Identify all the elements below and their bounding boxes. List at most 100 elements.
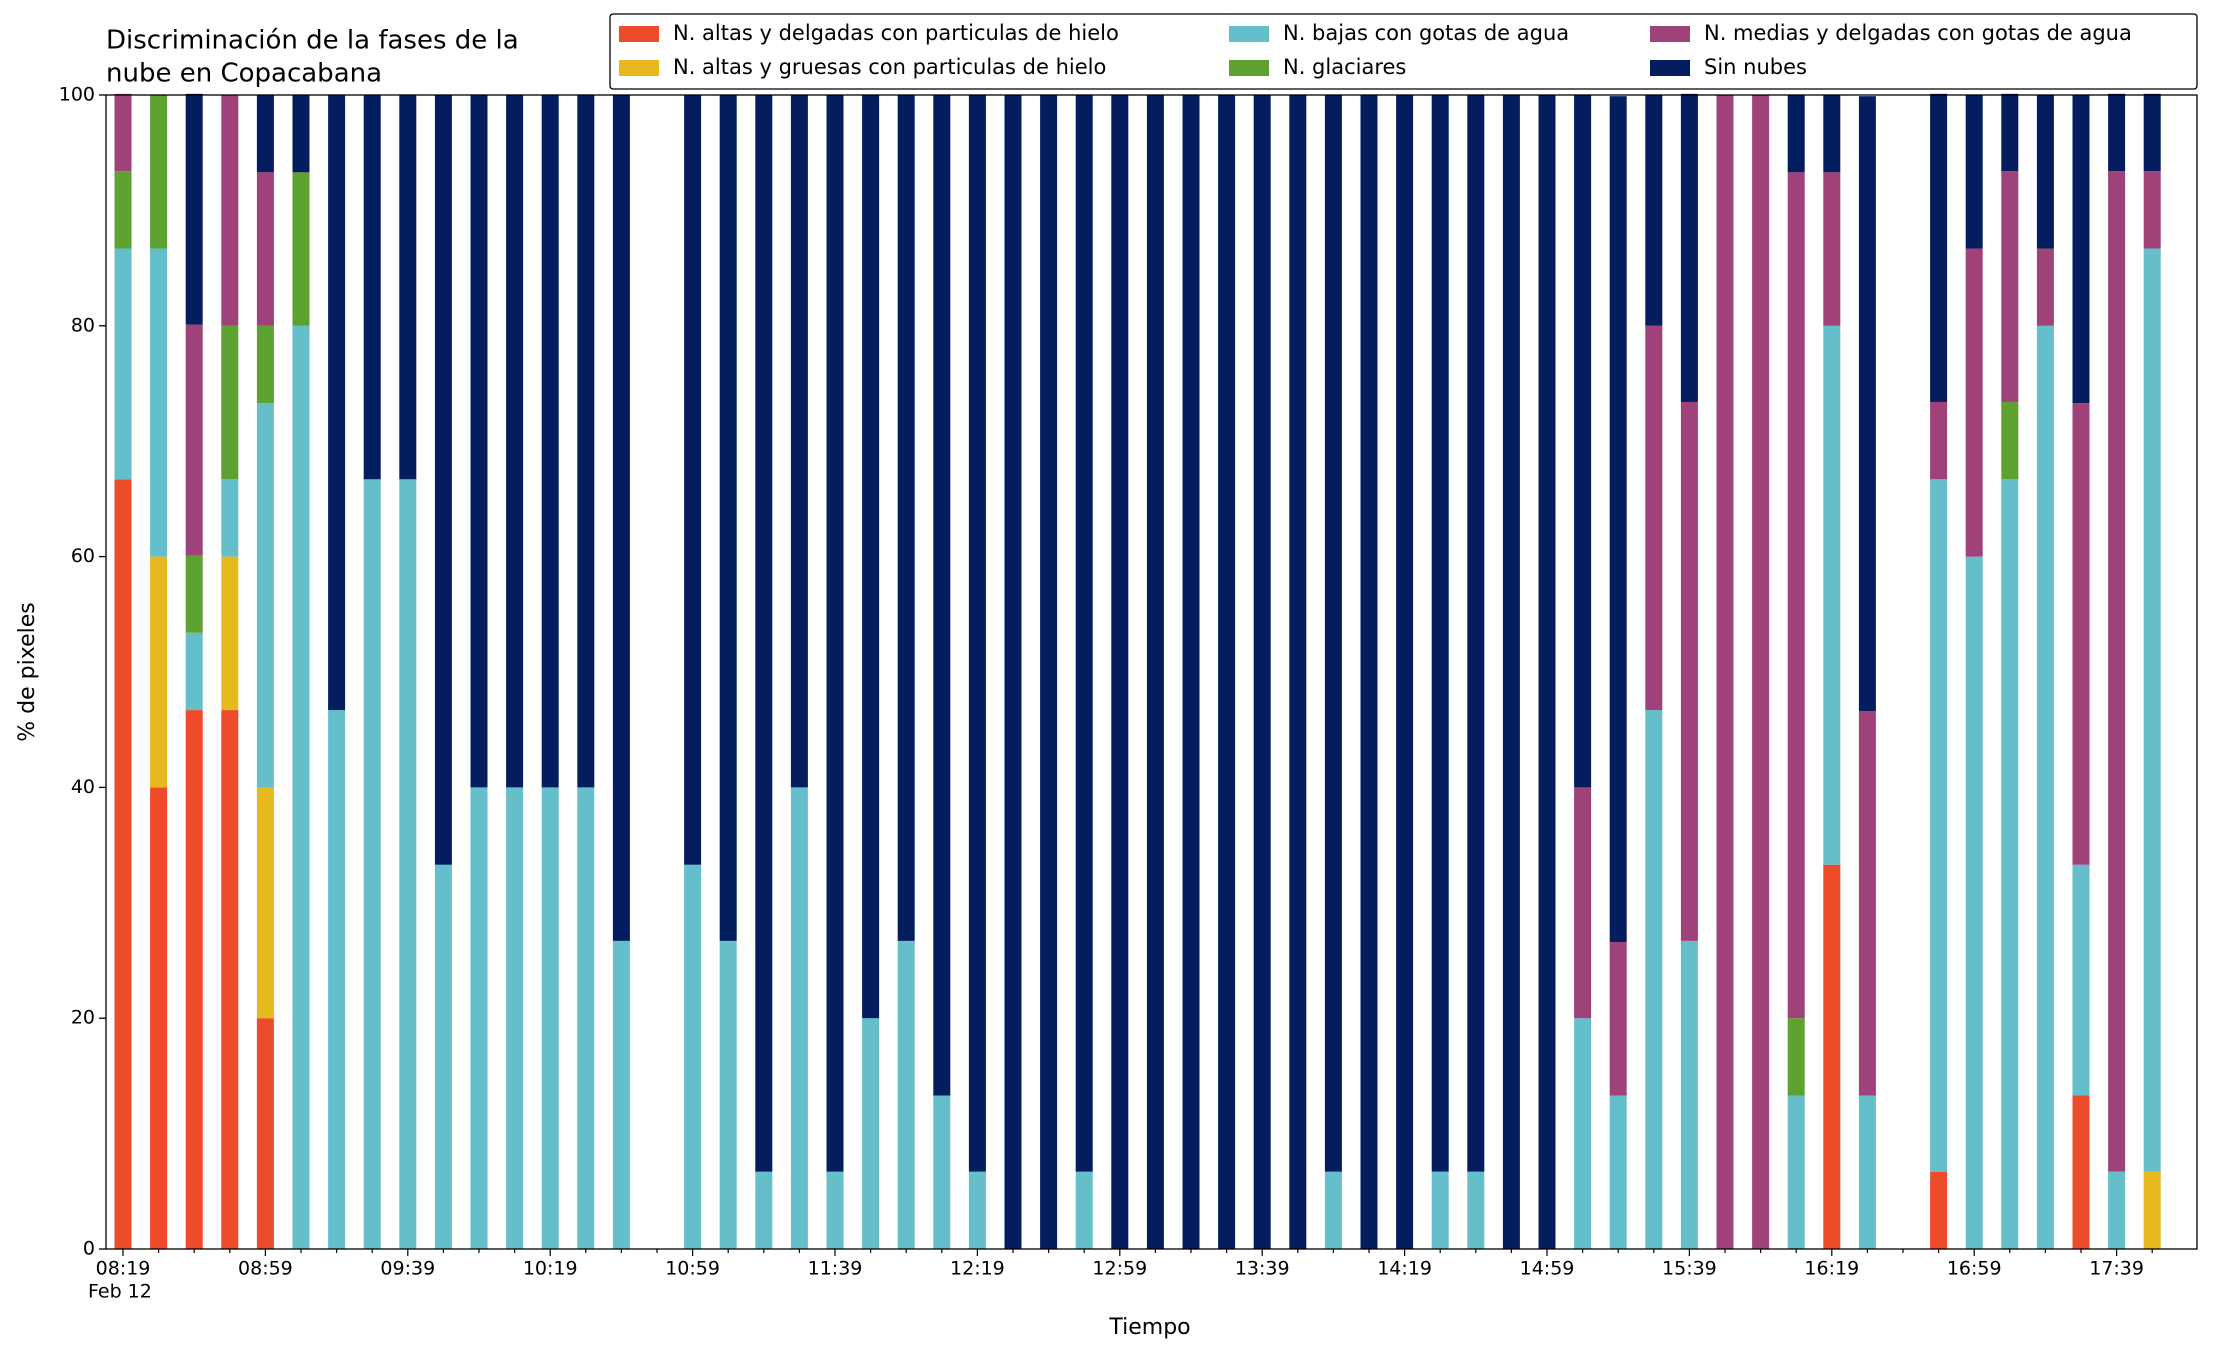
bar-segment	[470, 787, 488, 1249]
bar-segment	[2001, 479, 2019, 1250]
bar-segment	[221, 710, 239, 1249]
bar-segment	[1680, 93, 1698, 402]
bar-segment	[256, 325, 274, 404]
bar-segment	[684, 95, 702, 865]
bar-segment	[541, 95, 559, 788]
bar-segment	[150, 248, 168, 557]
bar-segment	[399, 479, 417, 1250]
bar-segment	[1858, 96, 1876, 712]
chart-title: nube en Copacabana	[106, 59, 382, 89]
bar-segment	[755, 95, 773, 1172]
y-tick-label: 100	[59, 84, 95, 106]
bar-segment	[185, 632, 203, 711]
x-tick-label: 16:59	[1947, 1258, 2002, 1280]
bar-segment	[292, 95, 310, 173]
bar-segment	[292, 325, 310, 1249]
bar-segment	[256, 1018, 274, 1249]
legend-swatch	[1229, 26, 1269, 42]
plot-frame	[105, 94, 2198, 1250]
bar-segment	[1609, 1095, 1627, 1249]
bar-segment	[933, 95, 951, 1096]
bar-segment	[150, 95, 168, 249]
y-tick-label: 40	[71, 776, 95, 798]
x-tick-label: 10:19	[523, 1258, 578, 1280]
bar-segment	[470, 95, 488, 788]
bar-segment	[434, 864, 452, 1249]
bar-segment	[897, 940, 915, 1249]
bar-segment	[1823, 172, 1841, 326]
x-tick-label: 08:19	[96, 1258, 151, 1280]
bar-segment	[185, 555, 203, 633]
legend-label: N. altas y gruesas con particulas de hie…	[673, 55, 1106, 79]
bar-segment	[862, 95, 880, 1019]
y-tick-label: 60	[71, 545, 95, 567]
bar-segment	[1431, 95, 1449, 1172]
legend-swatch	[1229, 60, 1269, 76]
bar-segment	[1680, 940, 1698, 1249]
bar-segment	[826, 95, 844, 1172]
bar-segment	[2072, 864, 2090, 1096]
bar-segment	[2108, 93, 2126, 172]
bar-segment	[2001, 171, 2019, 402]
bar-segment	[2072, 403, 2090, 865]
bar-segment	[2143, 1171, 2161, 1249]
bar-segment	[292, 172, 310, 326]
bar-segment	[1858, 711, 1876, 1096]
bar-segment	[1574, 95, 1592, 788]
bar-segment	[719, 95, 737, 941]
bar-segment	[1823, 95, 1841, 173]
bar-segment	[1253, 95, 1271, 1249]
bar-segment	[1324, 95, 1342, 1172]
legend-swatch	[1650, 26, 1690, 42]
legend-swatch	[619, 60, 659, 76]
legend-label: N. glaciares	[1283, 55, 1406, 79]
bar-segment	[1716, 95, 1734, 1249]
bar-segment	[577, 95, 595, 788]
bar-segment	[1146, 95, 1164, 1249]
bar-segment	[1609, 942, 1627, 1096]
bar-segment	[1858, 1095, 1876, 1249]
bar-segment	[1645, 95, 1663, 326]
bar-segment	[506, 787, 524, 1249]
bar-segment	[2108, 171, 2126, 1172]
bar-segment	[2143, 93, 2161, 172]
bar-segment	[719, 940, 737, 1249]
bar-segment	[897, 95, 915, 941]
bar-segment	[399, 95, 417, 480]
bar-segment	[968, 1171, 986, 1249]
bar-segment	[1787, 1095, 1805, 1249]
bar-segment	[328, 710, 346, 1249]
bar-segment	[755, 1171, 773, 1249]
bar-segment	[506, 95, 524, 788]
bar-segment	[1004, 95, 1022, 1249]
bar-segment	[1965, 248, 1983, 557]
bar-segment	[1930, 1171, 1948, 1249]
bar-segment	[1823, 325, 1841, 865]
bar-segment	[1075, 95, 1093, 1172]
bar-segment	[577, 787, 595, 1249]
y-tick-label: 80	[71, 314, 95, 336]
x-tick-label: 17:39	[2089, 1258, 2144, 1280]
bar-segment	[256, 172, 274, 326]
bar-segment	[1040, 95, 1058, 1249]
bar-segment	[328, 95, 346, 711]
x-tick-label: 09:39	[380, 1258, 435, 1280]
bar-segment	[1289, 95, 1307, 1249]
bar-segment	[1787, 95, 1805, 173]
bar-segment	[790, 787, 808, 1249]
bar-segment	[2143, 171, 2161, 249]
bar-segment	[1396, 95, 1414, 1249]
bar-segment	[933, 1095, 951, 1249]
bar-segment	[363, 479, 381, 1250]
x-tick-label: 11:39	[808, 1258, 863, 1280]
bar-segment	[256, 403, 274, 788]
bar-segment	[2036, 248, 2054, 326]
x-tick-label: 14:59	[1520, 1258, 1575, 1280]
bar-segment	[185, 710, 203, 1249]
bar-segment	[1502, 95, 1520, 1249]
bar-segment	[2001, 401, 2019, 480]
bar-segment	[114, 93, 132, 172]
bar-segment	[221, 479, 239, 557]
bar-segment	[114, 248, 132, 480]
